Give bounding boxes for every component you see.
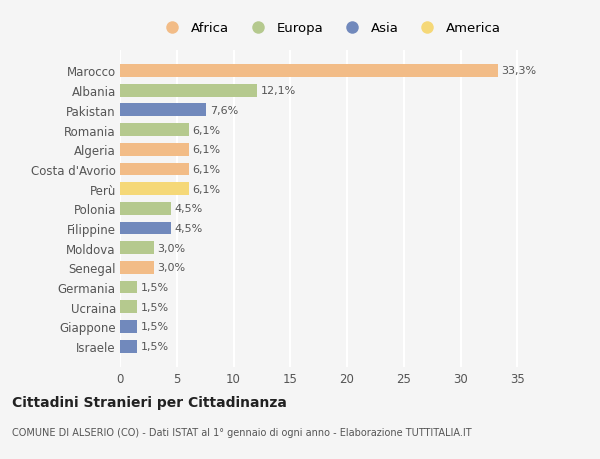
Text: 6,1%: 6,1% — [193, 125, 221, 135]
Bar — [120, 262, 154, 274]
Text: 12,1%: 12,1% — [261, 86, 296, 96]
Bar — [120, 242, 154, 255]
Bar — [120, 144, 189, 156]
Text: 6,1%: 6,1% — [193, 145, 221, 155]
Bar — [120, 84, 257, 97]
Text: 3,0%: 3,0% — [157, 263, 185, 273]
Legend: Africa, Europa, Asia, America: Africa, Europa, Asia, America — [159, 22, 501, 35]
Text: Cittadini Stranieri per Cittadinanza: Cittadini Stranieri per Cittadinanza — [12, 395, 287, 409]
Bar — [120, 104, 206, 117]
Text: 6,1%: 6,1% — [193, 184, 221, 194]
Bar — [120, 320, 137, 333]
Bar — [120, 301, 137, 313]
Bar — [120, 281, 137, 294]
Bar — [120, 183, 189, 196]
Text: 7,6%: 7,6% — [209, 106, 238, 116]
Text: 4,5%: 4,5% — [175, 204, 203, 214]
Text: 1,5%: 1,5% — [140, 322, 169, 332]
Bar — [120, 222, 171, 235]
Text: 1,5%: 1,5% — [140, 341, 169, 352]
Text: 3,0%: 3,0% — [157, 243, 185, 253]
Bar — [120, 163, 189, 176]
Bar — [120, 65, 498, 78]
Text: 6,1%: 6,1% — [193, 164, 221, 174]
Bar — [120, 202, 171, 215]
Bar — [120, 124, 189, 137]
Text: 4,5%: 4,5% — [175, 224, 203, 234]
Text: 33,3%: 33,3% — [502, 66, 536, 76]
Bar — [120, 340, 137, 353]
Text: 1,5%: 1,5% — [140, 302, 169, 312]
Text: COMUNE DI ALSERIO (CO) - Dati ISTAT al 1° gennaio di ogni anno - Elaborazione TU: COMUNE DI ALSERIO (CO) - Dati ISTAT al 1… — [12, 427, 472, 437]
Text: 1,5%: 1,5% — [140, 282, 169, 292]
